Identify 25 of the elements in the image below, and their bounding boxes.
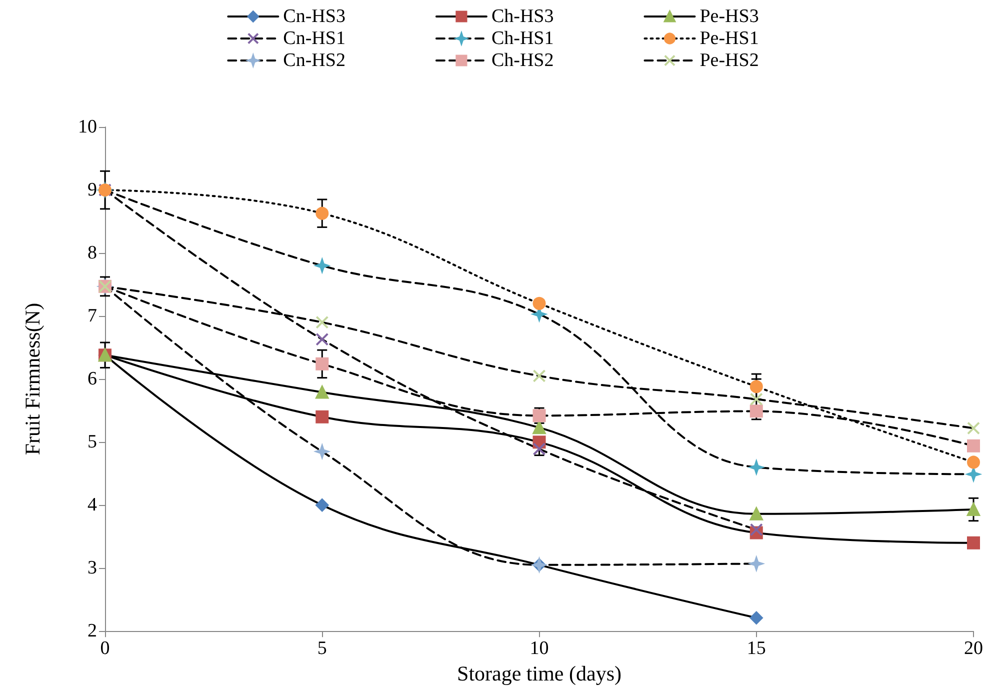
y-tick-label: 6 <box>88 368 97 390</box>
legend-label: Pe-HS1 <box>700 28 759 49</box>
legend-label: Cn-HS1 <box>283 28 346 49</box>
legend-label: Cn-HS3 <box>283 6 346 27</box>
y-tick-label: 2 <box>88 620 97 642</box>
x-tick-label: 5 <box>317 638 327 660</box>
y-tick-label: 8 <box>88 242 97 264</box>
x-tick-label: 15 <box>746 638 766 660</box>
legend-label: Ch-HS3 <box>491 6 554 27</box>
legend-label: Pe-HS3 <box>700 6 759 27</box>
legend-label: Cn-HS2 <box>283 50 346 71</box>
x-tick-label: 20 <box>964 638 983 660</box>
y-tick-label: 9 <box>88 180 97 201</box>
y-tick-label: 4 <box>88 494 98 516</box>
legend-label: Pe-HS2 <box>700 50 759 71</box>
y-tick-label: 10 <box>78 116 97 138</box>
y-tick-label: 5 <box>88 432 97 453</box>
legend-label: Ch-HS2 <box>491 50 554 71</box>
legend-label: Ch-HS1 <box>491 28 554 49</box>
y-axis-title: Fruit Firmness(N) <box>20 302 44 456</box>
y-tick-label: 3 <box>88 558 97 579</box>
x-tick-label: 0 <box>100 638 110 660</box>
x-axis-title: Storage time (days) <box>457 662 622 686</box>
x-tick-label: 10 <box>530 638 549 660</box>
y-tick-label: 7 <box>88 306 97 327</box>
